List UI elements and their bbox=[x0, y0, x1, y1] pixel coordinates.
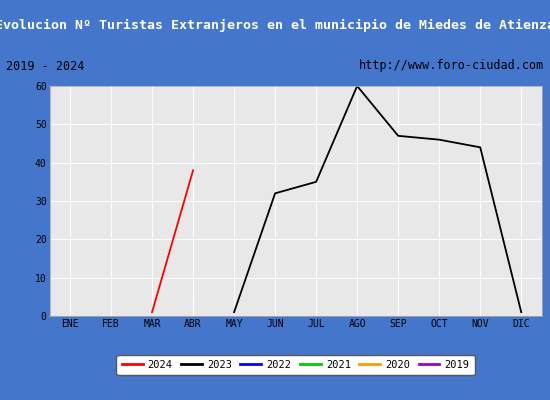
Legend: 2024, 2023, 2022, 2021, 2020, 2019: 2024, 2023, 2022, 2021, 2020, 2019 bbox=[117, 354, 475, 375]
Text: 2019 - 2024: 2019 - 2024 bbox=[6, 60, 84, 72]
Text: http://www.foro-ciudad.com: http://www.foro-ciudad.com bbox=[359, 60, 544, 72]
Text: Evolucion Nº Turistas Extranjeros en el municipio de Miedes de Atienza: Evolucion Nº Turistas Extranjeros en el … bbox=[0, 18, 550, 32]
